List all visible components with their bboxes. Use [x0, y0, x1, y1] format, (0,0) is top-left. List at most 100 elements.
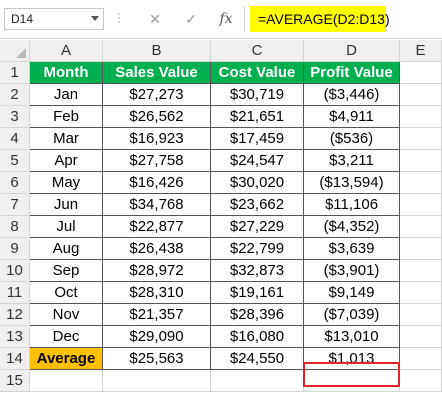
table-cell[interactable]: $16,426 — [103, 172, 211, 194]
empty-cell[interactable] — [400, 106, 442, 128]
row-header[interactable]: 13 — [0, 326, 30, 348]
table-cell[interactable]: $23,662 — [211, 194, 304, 216]
empty-cell[interactable] — [400, 348, 442, 370]
table-cell[interactable]: Feb — [30, 106, 103, 128]
table-cell[interactable]: Jun — [30, 194, 103, 216]
table-cell[interactable]: $32,873 — [211, 260, 304, 282]
empty-cell[interactable] — [400, 62, 442, 84]
table-cell[interactable]: Aug — [30, 238, 103, 260]
table-cell[interactable]: Mar — [30, 128, 103, 150]
table-cell[interactable]: $22,877 — [103, 216, 211, 238]
empty-cell[interactable] — [400, 84, 442, 106]
table-cell[interactable]: $26,438 — [103, 238, 211, 260]
row-header[interactable]: 11 — [0, 282, 30, 304]
column-header-a[interactable]: A — [30, 40, 103, 62]
empty-cell[interactable] — [400, 128, 442, 150]
average-label-cell[interactable]: Average — [30, 348, 103, 370]
table-cell[interactable]: $9,149 — [304, 282, 400, 304]
column-header-d[interactable]: D — [304, 40, 400, 62]
row-header[interactable]: 3 — [0, 106, 30, 128]
empty-cell[interactable] — [30, 370, 103, 392]
empty-cell[interactable] — [400, 172, 442, 194]
average-value-cell[interactable]: $25,563 — [103, 348, 211, 370]
empty-cell[interactable] — [400, 370, 442, 392]
table-cell[interactable]: ($13,594) — [304, 172, 400, 194]
table-cell[interactable]: $16,080 — [211, 326, 304, 348]
table-cell[interactable]: Apr — [30, 150, 103, 172]
table-cell[interactable]: $16,923 — [103, 128, 211, 150]
table-header-cell[interactable]: Profit Value — [304, 62, 400, 84]
table-cell[interactable]: Jan — [30, 84, 103, 106]
table-cell[interactable]: $13,010 — [304, 326, 400, 348]
table-cell[interactable]: $22,799 — [211, 238, 304, 260]
table-cell[interactable]: Oct — [30, 282, 103, 304]
empty-cell[interactable] — [304, 370, 400, 392]
row-header[interactable]: 15 — [0, 370, 30, 392]
empty-cell[interactable] — [400, 150, 442, 172]
formula-input[interactable]: =AVERAGE(D2:D13) — [250, 6, 390, 32]
table-cell[interactable]: Sep — [30, 260, 103, 282]
empty-cell[interactable] — [400, 282, 442, 304]
table-cell[interactable]: ($3,901) — [304, 260, 400, 282]
table-header-cell[interactable]: Sales Value — [103, 62, 211, 84]
table-cell[interactable]: $30,719 — [211, 84, 304, 106]
table-cell[interactable]: $27,758 — [103, 150, 211, 172]
row-header[interactable]: 7 — [0, 194, 30, 216]
empty-cell[interactable] — [400, 194, 442, 216]
table-cell[interactable]: $3,211 — [304, 150, 400, 172]
row-header[interactable]: 1 — [0, 62, 30, 84]
cancel-icon[interactable]: ✕ — [149, 11, 161, 27]
table-cell[interactable]: $28,972 — [103, 260, 211, 282]
row-header[interactable]: 4 — [0, 128, 30, 150]
chevron-down-icon[interactable] — [91, 16, 99, 21]
empty-cell[interactable] — [211, 370, 304, 392]
row-header[interactable]: 9 — [0, 238, 30, 260]
row-header[interactable]: 6 — [0, 172, 30, 194]
table-cell[interactable]: Jul — [30, 216, 103, 238]
table-cell[interactable]: $24,547 — [211, 150, 304, 172]
average-value-cell[interactable]: $24,550 — [211, 348, 304, 370]
table-header-cell[interactable]: Month — [30, 62, 103, 84]
empty-cell[interactable] — [400, 326, 442, 348]
table-header-cell[interactable]: Cost Value — [211, 62, 304, 84]
table-cell[interactable]: ($7,039) — [304, 304, 400, 326]
table-cell[interactable]: $19,161 — [211, 282, 304, 304]
average-value-cell[interactable]: $1,013 — [304, 348, 400, 370]
name-box[interactable]: D14 — [4, 8, 104, 30]
empty-cell[interactable] — [400, 238, 442, 260]
empty-cell[interactable] — [400, 260, 442, 282]
row-header[interactable]: 14 — [0, 348, 30, 370]
table-cell[interactable]: Nov — [30, 304, 103, 326]
insert-function-icon[interactable]: fx — [219, 11, 233, 27]
column-header-e[interactable]: E — [400, 40, 442, 62]
table-cell[interactable]: $11,106 — [304, 194, 400, 216]
table-cell[interactable]: $21,651 — [211, 106, 304, 128]
table-cell[interactable]: ($3,446) — [304, 84, 400, 106]
table-cell[interactable]: ($536) — [304, 128, 400, 150]
row-header[interactable]: 12 — [0, 304, 30, 326]
row-header[interactable]: 5 — [0, 150, 30, 172]
table-cell[interactable]: $30,020 — [211, 172, 304, 194]
more-options-icon[interactable]: · · · — [117, 8, 121, 28]
table-cell[interactable]: $3,639 — [304, 238, 400, 260]
table-cell[interactable]: Dec — [30, 326, 103, 348]
table-cell[interactable]: ($4,352) — [304, 216, 400, 238]
select-all-corner[interactable] — [0, 40, 30, 62]
table-cell[interactable]: $27,273 — [103, 84, 211, 106]
table-cell[interactable]: $28,396 — [211, 304, 304, 326]
column-header-b[interactable]: B — [103, 40, 211, 62]
table-cell[interactable]: $29,090 — [103, 326, 211, 348]
row-header[interactable]: 2 — [0, 84, 30, 106]
row-header[interactable]: 10 — [0, 260, 30, 282]
table-cell[interactable]: $27,229 — [211, 216, 304, 238]
empty-cell[interactable] — [400, 304, 442, 326]
row-header[interactable]: 8 — [0, 216, 30, 238]
table-cell[interactable]: $17,459 — [211, 128, 304, 150]
enter-icon[interactable]: ✓ — [185, 11, 197, 27]
table-cell[interactable]: $28,310 — [103, 282, 211, 304]
table-cell[interactable]: $34,768 — [103, 194, 211, 216]
empty-cell[interactable] — [103, 370, 211, 392]
table-cell[interactable]: $4,911 — [304, 106, 400, 128]
table-cell[interactable]: $26,562 — [103, 106, 211, 128]
column-header-c[interactable]: C — [211, 40, 304, 62]
